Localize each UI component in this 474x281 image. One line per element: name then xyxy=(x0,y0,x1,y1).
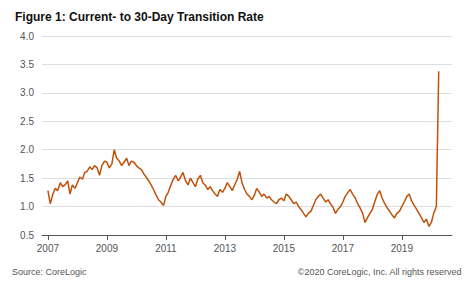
svg-text:Source: CoreLogic: Source: CoreLogic xyxy=(12,267,87,277)
svg-text:2015: 2015 xyxy=(273,243,296,254)
svg-text:Figure 1: Current- to 30-Day T: Figure 1: Current- to 30-Day Transition … xyxy=(15,10,264,24)
svg-text:0.5: 0.5 xyxy=(20,230,34,241)
svg-text:©2020 CoreLogic, Inc. All righ: ©2020 CoreLogic, Inc. All rights reserve… xyxy=(298,267,462,277)
svg-text:2009: 2009 xyxy=(96,243,119,254)
svg-text:2.0: 2.0 xyxy=(20,144,34,155)
svg-text:2011: 2011 xyxy=(155,243,177,254)
svg-text:2019: 2019 xyxy=(391,243,414,254)
svg-text:1.5: 1.5 xyxy=(20,173,34,184)
svg-text:3.5: 3.5 xyxy=(20,59,34,70)
svg-text:3.0: 3.0 xyxy=(20,87,34,98)
svg-text:2013: 2013 xyxy=(214,243,237,254)
svg-text:2.5: 2.5 xyxy=(20,116,34,127)
svg-text:4.0: 4.0 xyxy=(20,31,34,42)
svg-text:1.0: 1.0 xyxy=(20,201,34,212)
svg-text:2007: 2007 xyxy=(37,243,60,254)
svg-text:2017: 2017 xyxy=(332,243,355,254)
